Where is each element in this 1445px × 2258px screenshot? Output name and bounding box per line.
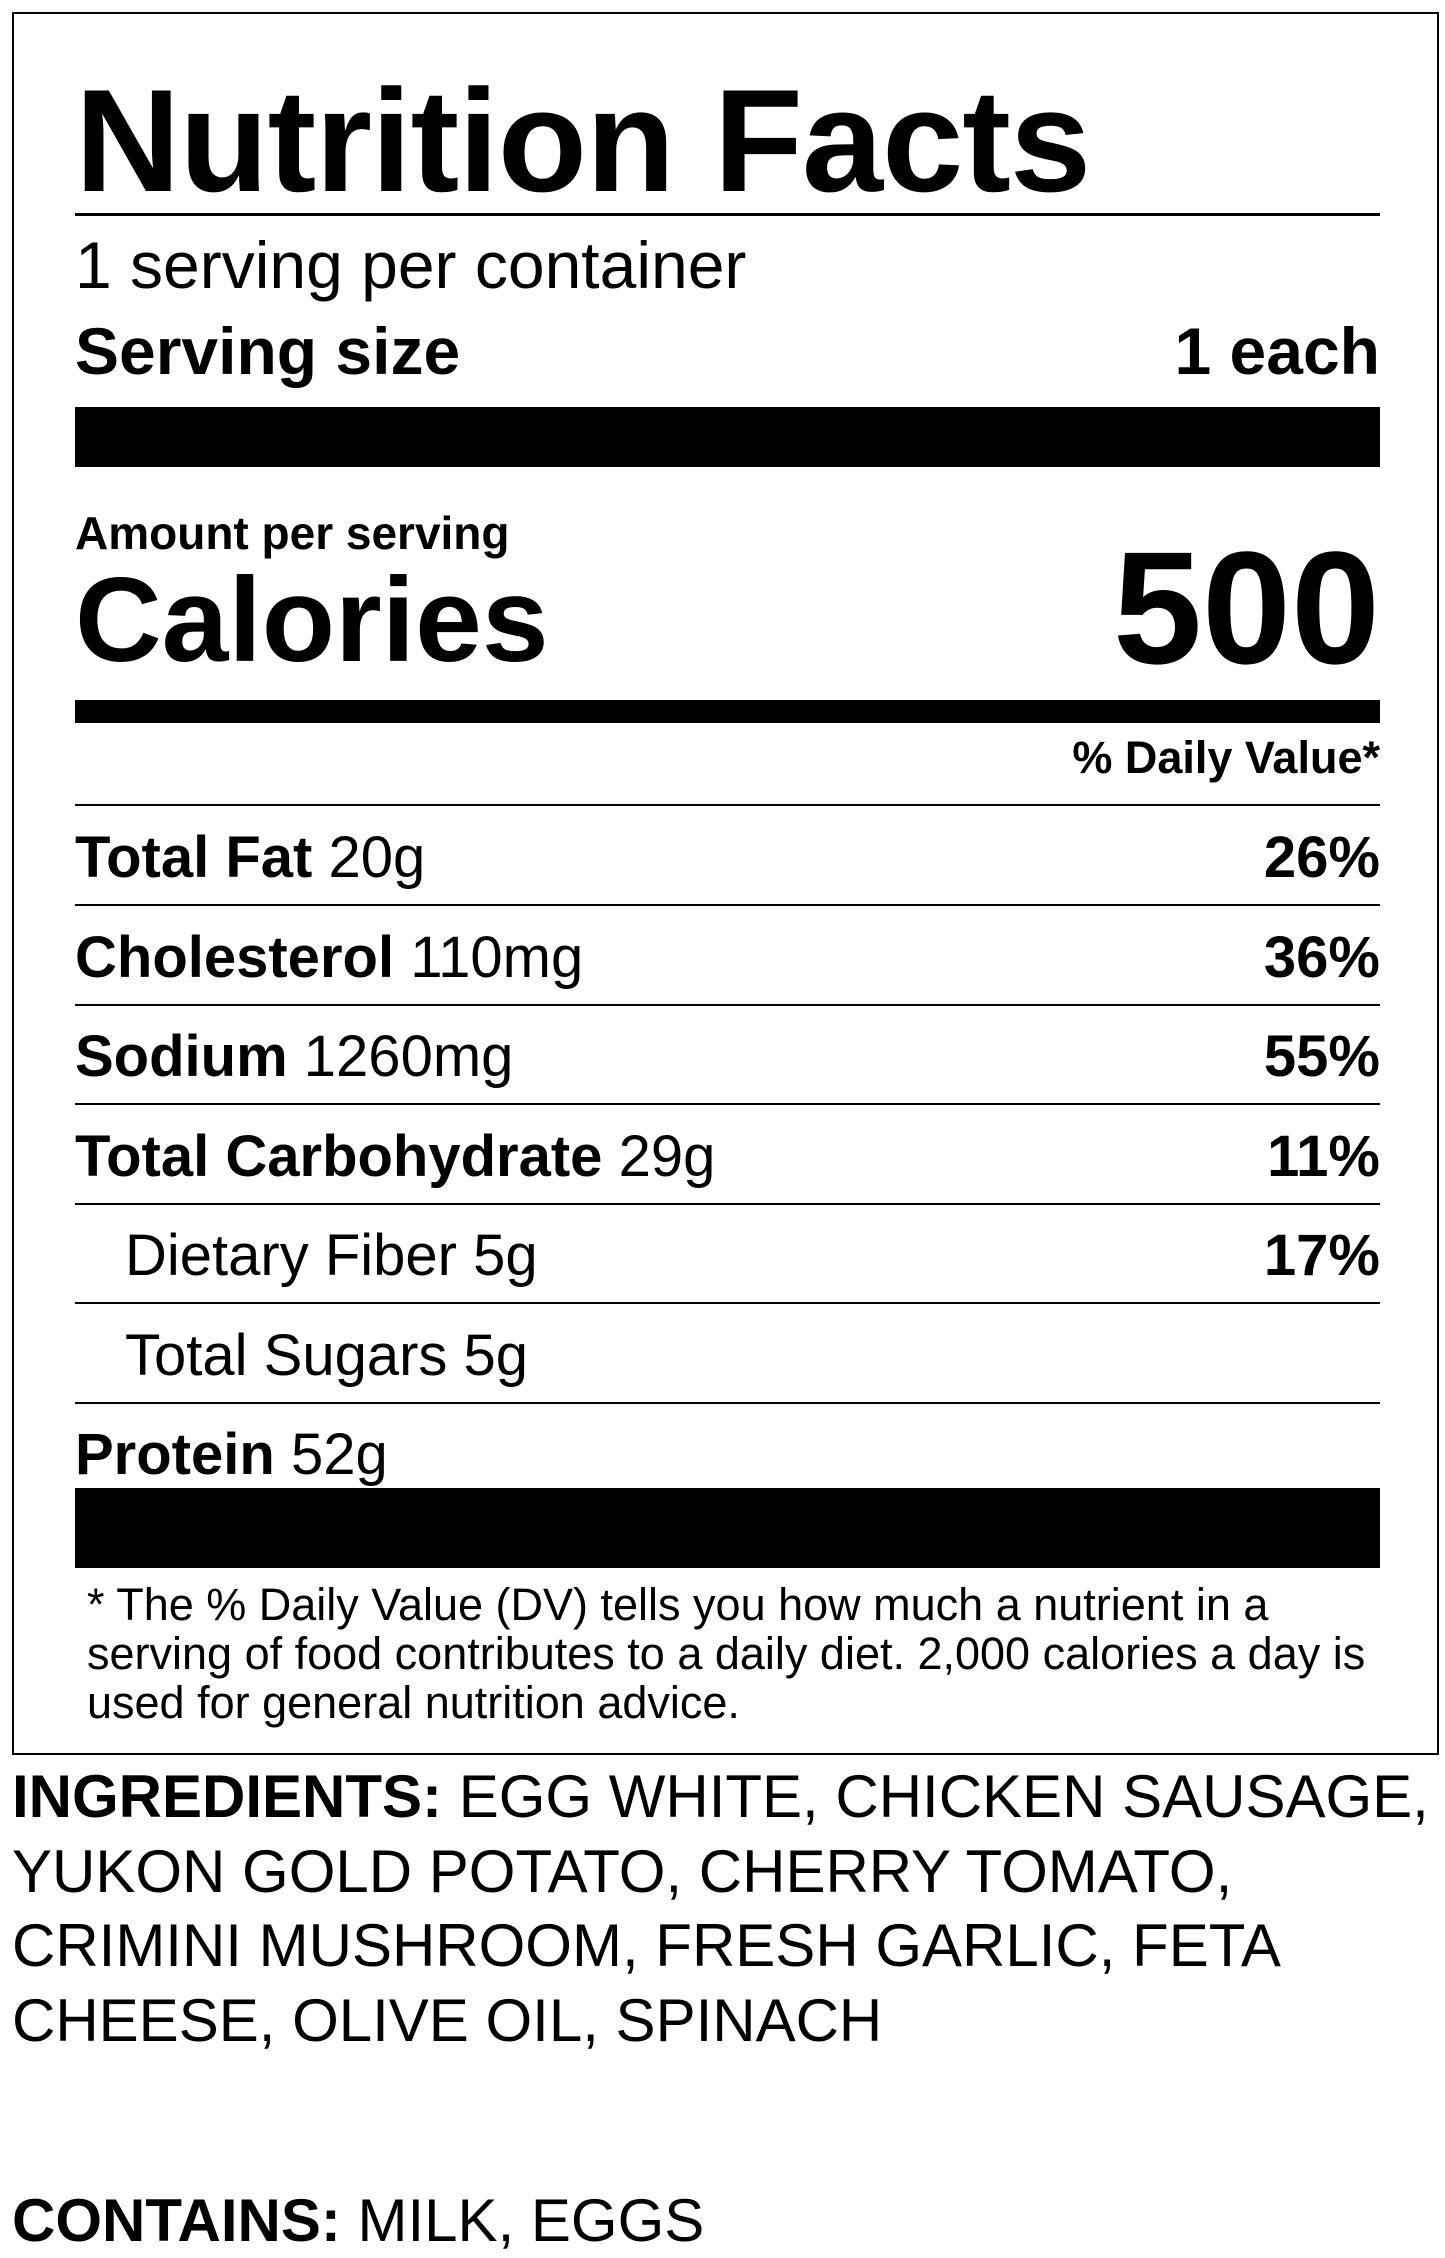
contains-text: MILK, EGGS xyxy=(357,2187,705,2254)
nutrient-daily-value: 26% xyxy=(1263,825,1380,890)
nutrient-name: Sodium 1260mg xyxy=(75,1025,513,1089)
nutrient-name: Total Sugars 5g xyxy=(125,1322,529,1388)
thick-divider xyxy=(75,1488,1380,1568)
serving-size-value: 1 each xyxy=(1174,314,1380,388)
ingredients: INGREDIENTS: EGG WHITE, CHICKEN SAUSAGE,… xyxy=(12,1760,1432,2058)
divider xyxy=(75,1202,1380,1205)
nutrient-name: Total Fat 20g xyxy=(75,826,425,890)
servings-per-container: 1 serving per container xyxy=(75,228,747,302)
nutrient-row: Total Carbohydrate 29g 11% xyxy=(75,1105,1380,1205)
nutrient-amount: 110mg xyxy=(410,924,584,990)
nutrient-name: Protein 52g xyxy=(75,1423,388,1487)
nutrient-amount: 52g xyxy=(290,1422,388,1487)
ingredients-label: INGREDIENTS: xyxy=(12,1763,443,1830)
nutrient-amount: 20g xyxy=(328,825,426,890)
nutrient-row: Cholesterol 110mg 36% xyxy=(75,906,1380,1006)
thick-divider xyxy=(75,407,1380,467)
divider xyxy=(75,1401,1380,1404)
nutrient-amount: 5g xyxy=(473,1223,538,1288)
nutrient-name: Cholesterol 110mg xyxy=(75,924,584,990)
nutrient-row: Total Fat 20g 26% xyxy=(75,806,1380,906)
nutrient-label: Dietary Fiber xyxy=(125,1223,457,1288)
nutrient-row: Dietary Fiber 5g 17% xyxy=(75,1204,1380,1304)
divider xyxy=(75,904,1380,906)
nutrient-label: Total Fat xyxy=(75,825,313,890)
calories-value: 500 xyxy=(1113,518,1380,697)
nutrient-row: Total Sugars 5g xyxy=(75,1304,1380,1404)
nutrition-facts-label xyxy=(12,12,1439,1755)
divider xyxy=(75,213,1380,216)
nutrient-daily-value: 36% xyxy=(1263,924,1380,990)
daily-value-header: % Daily Value* xyxy=(1072,732,1380,783)
contains-label: CONTAINS: xyxy=(12,2187,341,2254)
medium-divider xyxy=(75,700,1380,723)
divider xyxy=(75,1302,1380,1304)
nutrient-daily-value: 17% xyxy=(1263,1223,1380,1288)
nutrient-amount: 5g xyxy=(463,1322,529,1388)
nutrient-amount: 1260mg xyxy=(303,1024,514,1089)
serving-size-label: Serving size xyxy=(75,314,461,388)
calories-label: Calories xyxy=(75,553,549,687)
ingredients-text: EGG WHITE, CHICKEN SAUSAGE, YUKON GOLD P… xyxy=(12,1763,1429,2054)
nutrient-row: Sodium 1260mg 55% xyxy=(75,1005,1380,1105)
nutrient-row: Protein 52g xyxy=(75,1403,1380,1503)
nutrient-daily-value: 55% xyxy=(1263,1024,1380,1089)
amount-per-serving: Amount per serving xyxy=(75,507,510,559)
nutrient-label: Total Sugars xyxy=(125,1322,448,1388)
divider xyxy=(75,1003,1380,1006)
nutrient-name: Dietary Fiber 5g xyxy=(125,1224,538,1288)
nutrient-daily-value: 11% xyxy=(1267,1123,1380,1189)
label-title: Nutrition Facts xyxy=(75,59,1091,222)
footnote: * The % Daily Value (DV) tells you how m… xyxy=(87,1579,1366,1728)
nutrient-amount: 29g xyxy=(618,1123,716,1189)
divider xyxy=(75,804,1380,806)
allergens: CONTAINS: MILK, EGGS xyxy=(12,2184,704,2258)
nutrient-label: Sodium xyxy=(75,1024,288,1089)
divider xyxy=(75,1103,1380,1105)
nutrient-label: Total Carbohydrate xyxy=(75,1123,603,1189)
nutrient-label: Cholesterol xyxy=(75,924,395,990)
nutrient-label: Protein xyxy=(75,1422,275,1487)
nutrient-name: Total Carbohydrate 29g xyxy=(75,1123,716,1189)
